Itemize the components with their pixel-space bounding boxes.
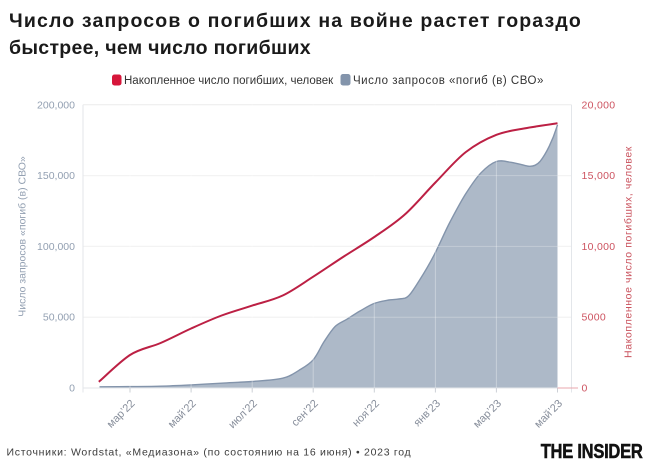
- svg-text:15,000: 15,000: [582, 170, 616, 182]
- svg-text:июл’22: июл’22: [226, 398, 259, 431]
- svg-text:0: 0: [69, 383, 75, 395]
- svg-text:Накопленное число погибших, че: Накопленное число погибших, человек: [623, 146, 635, 358]
- svg-text:мар’23: мар’23: [471, 398, 504, 431]
- svg-text:Число запросов «погиб (в) СВО»: Число запросов «погиб (в) СВО»: [17, 156, 29, 317]
- svg-text:50,000: 50,000: [43, 312, 75, 324]
- svg-text:200,000: 200,000: [37, 99, 75, 111]
- svg-text:быстрее, чем число погибших: быстрее, чем число погибших: [9, 37, 311, 59]
- svg-text:5000: 5000: [582, 312, 607, 324]
- svg-text:янв’23: янв’23: [412, 398, 444, 430]
- svg-text:THE INSIDER: THE INSIDER: [541, 439, 643, 462]
- svg-text:20,000: 20,000: [582, 99, 616, 111]
- svg-text:150,000: 150,000: [37, 170, 75, 182]
- svg-text:0: 0: [582, 383, 588, 395]
- svg-text:май’23: май’23: [532, 398, 565, 431]
- svg-text:Число запросов «погиб (в) СВО»: Число запросов «погиб (в) СВО»: [353, 75, 544, 87]
- svg-text:ноя’22: ноя’22: [350, 398, 382, 430]
- svg-text:100,000: 100,000: [37, 241, 75, 253]
- svg-text:Число запросов о погибших на в: Число запросов о погибших на войне расте…: [9, 10, 582, 32]
- svg-text:10,000: 10,000: [582, 241, 616, 253]
- svg-text:Накопленное число погибших, че: Накопленное число погибших, человек: [124, 75, 334, 87]
- svg-text:сен’22: сен’22: [289, 398, 320, 429]
- svg-text:май’22: май’22: [166, 398, 199, 431]
- svg-text:мар’22: мар’22: [105, 398, 138, 431]
- svg-text:Источники: Wordstat, «Медиазон: Источники: Wordstat, «Медиазона» (по сос…: [7, 447, 412, 459]
